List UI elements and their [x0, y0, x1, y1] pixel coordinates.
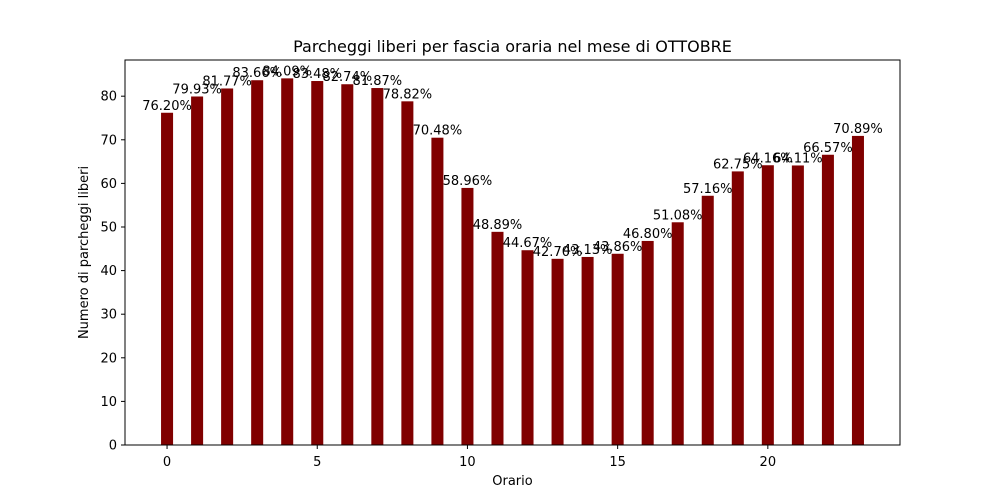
- bar-7: [371, 88, 384, 445]
- bar-10: [461, 187, 474, 445]
- y-tick-label-70: 70: [100, 133, 117, 148]
- data-label-2: 81.77%: [202, 74, 252, 89]
- data-label-12: 44.67%: [503, 236, 553, 251]
- bar-2: [221, 88, 234, 445]
- data-label-0: 76.20%: [142, 99, 192, 114]
- bar-13: [551, 258, 564, 445]
- y-tick-label-40: 40: [100, 264, 117, 279]
- bar-1: [191, 96, 204, 446]
- bar-21: [791, 165, 804, 445]
- bar-11: [491, 231, 504, 445]
- data-label-1: 79.93%: [172, 82, 222, 97]
- chart-title: Parcheggi liberi per fascia oraria nel m…: [293, 37, 732, 56]
- data-label-13: 42.70%: [533, 245, 583, 260]
- bar-15: [611, 253, 624, 445]
- data-label-20: 64.16%: [743, 151, 793, 166]
- data-label-22: 66.57%: [803, 141, 853, 156]
- data-label-16: 46.80%: [623, 227, 673, 242]
- data-label-8: 78.82%: [383, 87, 433, 102]
- data-labels-layer: 76.20% 79.93%81.77%83.66%84.09%83.48%82.7…: [142, 64, 882, 259]
- data-label-14: 43.13%: [563, 243, 613, 258]
- y-tick-label-0: 0: [109, 439, 117, 454]
- data-label-23: 70.89%: [833, 122, 883, 137]
- data-label-10: 58.96%: [443, 174, 493, 189]
- bar-23: [851, 135, 864, 445]
- y-tick-label-50: 50: [100, 220, 117, 235]
- bar-19: [731, 171, 744, 445]
- data-label-17: 51.08%: [653, 208, 703, 223]
- y-axis: 0 10 20 30 40 50 60 70 80: [100, 90, 125, 454]
- bars-layer: [161, 78, 864, 446]
- bar-22: [821, 154, 834, 445]
- data-label-18: 57.16%: [683, 182, 733, 197]
- x-tick-label-5: 5: [313, 455, 321, 470]
- data-label-7: 81.87%: [353, 74, 403, 89]
- bar-6: [341, 84, 354, 446]
- x-tick-label-10: 10: [459, 455, 476, 470]
- data-label-19: 62.75%: [713, 157, 763, 172]
- bar-9: [431, 137, 444, 445]
- x-tick-label-15: 15: [609, 455, 626, 470]
- bar-17: [671, 222, 684, 445]
- data-label-4: 84.09%: [262, 64, 312, 79]
- data-label-21: 64.11%: [773, 151, 823, 166]
- bar-8: [401, 101, 414, 445]
- bar-18: [701, 195, 714, 445]
- y-tick-label-60: 60: [100, 177, 117, 192]
- data-label-6: 82.74%: [323, 70, 373, 85]
- data-label-3: 83.66%: [232, 66, 282, 81]
- bar-3: [251, 80, 264, 445]
- x-axis: 0 5 10 15 20: [163, 445, 776, 470]
- x-axis-label: Orario: [492, 474, 533, 489]
- plot-frame: [124, 59, 901, 446]
- x-tick-label-20: 20: [760, 455, 777, 470]
- bar-14: [581, 256, 594, 445]
- bar-0: [161, 112, 174, 445]
- y-tick-label-30: 30: [100, 308, 117, 323]
- y-tick-label-80: 80: [100, 90, 117, 105]
- x-tick-label-0: 0: [163, 455, 171, 470]
- y-axis-label: Numero di parcheggi liberi: [77, 166, 92, 339]
- y-tick-label-20: 20: [100, 351, 117, 366]
- bar-20: [761, 165, 774, 445]
- data-label-15: 43.86%: [593, 240, 643, 255]
- y-tick-label-10: 10: [100, 395, 117, 410]
- bar-5: [311, 81, 324, 446]
- bar-4: [281, 78, 294, 446]
- bar-12: [521, 250, 534, 445]
- data-label-5: 83.48%: [292, 67, 342, 82]
- bar-16: [641, 240, 654, 445]
- data-label-11: 48.89%: [473, 218, 523, 233]
- data-label-9: 70.48%: [413, 124, 463, 139]
